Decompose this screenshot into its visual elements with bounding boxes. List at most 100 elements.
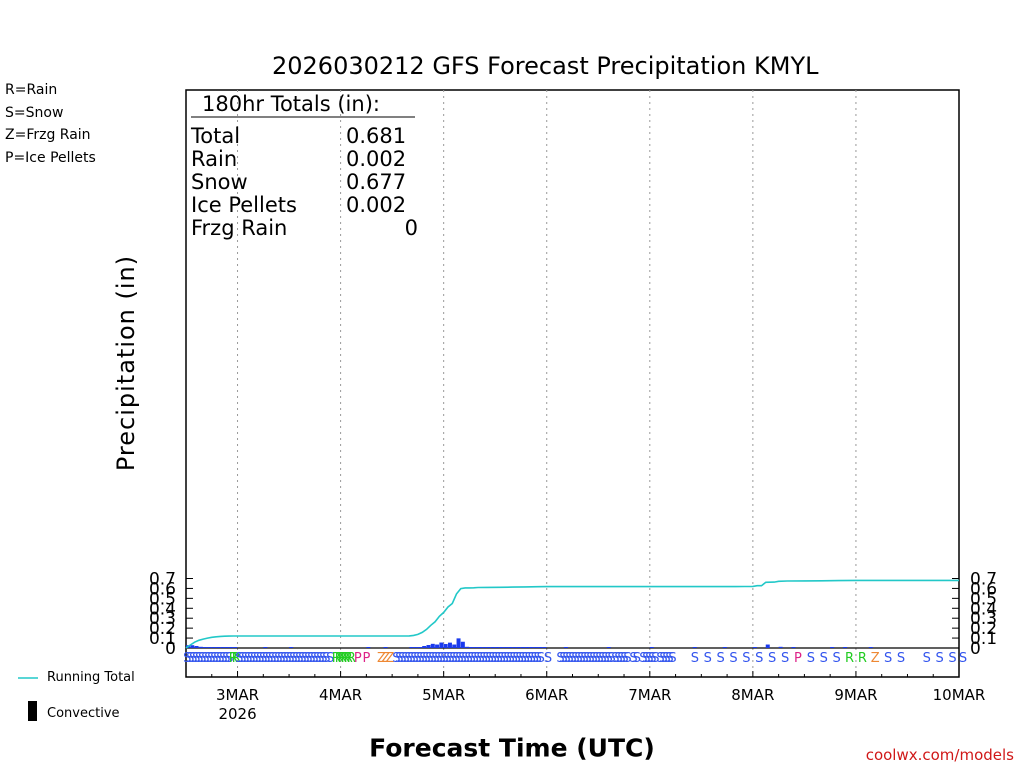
precip-type-s: S [768, 651, 776, 666]
precip-type-s: S [959, 651, 967, 666]
precip-type-s: S [419, 651, 427, 666]
precip-type-s: S [259, 651, 267, 666]
precip-type-s: S [268, 651, 276, 666]
precip-bar-h75 [456, 638, 461, 648]
precip-type-s: S [458, 651, 466, 666]
precip-type-s: S [662, 651, 670, 666]
precip-type-s: S [298, 651, 306, 666]
y-tick-label-right-0.4: 0.4 [970, 599, 997, 619]
precip-type-s: S [455, 651, 463, 666]
precip-type-s: S [617, 651, 625, 666]
precip-type-p: P [354, 651, 362, 666]
precip-type-s: S [717, 651, 725, 666]
precip-bar-h65 [413, 647, 418, 648]
legend-convective-swatch [28, 701, 37, 721]
precip-type-s: S [485, 651, 493, 666]
legend-running-total-label: Running Total [47, 670, 135, 685]
x-tick-sublabel-year: 2026 [218, 705, 256, 723]
precip-type-s: S [401, 651, 409, 666]
precip-type-s: S [292, 651, 300, 666]
precip-type-r: R [347, 651, 356, 666]
credit-text: coolwx.com/models [865, 746, 1014, 764]
precip-type-s: S [247, 651, 255, 666]
precip-type-s: S [513, 651, 521, 666]
precip-bar-h80 [478, 647, 483, 648]
precip-type-s: S [498, 651, 506, 666]
precip-type-s: S [407, 651, 415, 666]
y-tick-label-right-0.5: 0.5 [970, 589, 997, 609]
precip-type-s: S [326, 651, 334, 666]
precip-type-s: S [574, 651, 582, 666]
y-tick-label-right-0.7: 0.7 [970, 569, 997, 589]
precip-type-z: Z [871, 651, 880, 666]
precip-type-s: S [537, 651, 545, 666]
precip-type-s: S [516, 651, 524, 666]
precip-type-s: S [241, 651, 249, 666]
precip-bar-h17 [207, 647, 212, 648]
y-tick-label-right-0.3: 0.3 [970, 609, 997, 629]
precip-bar-h82 [486, 647, 491, 648]
y-tick-label-left-0.3: 0.3 [149, 609, 176, 629]
totals-value-rain: 0.002 [346, 147, 407, 171]
precip-bar-h94 [538, 647, 543, 648]
precip-type-s: S [392, 651, 400, 666]
precip-bar-h18 [211, 647, 216, 648]
precip-type-s: S [565, 651, 573, 666]
precip-type-r: R [344, 651, 353, 666]
precip-bar-h73 [447, 642, 452, 648]
precip-bar-h30 [263, 647, 268, 648]
legend-frzg-rain: Z=Frzg Rain [5, 127, 91, 143]
y-tick-label-right-0.2: 0.2 [970, 619, 997, 639]
running-total-line [185, 579, 959, 649]
precip-type-s: S [807, 651, 815, 666]
precip-bar-h171 [868, 647, 873, 648]
precip-bar-h162 [830, 647, 835, 648]
precip-type-s: S [568, 651, 576, 666]
precip-bar-h91 [525, 647, 530, 648]
precip-type-s: S [395, 651, 403, 666]
precip-bar-h66 [417, 647, 422, 648]
x-tick-label-3mar: 3MAR [216, 686, 259, 704]
precip-type-s: S [310, 651, 318, 666]
precip-type-s: S [210, 651, 218, 666]
precip-type-s: S [289, 651, 297, 666]
precip-type-s: S [473, 651, 481, 666]
precip-bar-h87 [508, 647, 513, 648]
precip-bar-h36 [289, 647, 294, 648]
precip-type-s: S [633, 651, 641, 666]
precip-type-s: S [271, 651, 279, 666]
precip-type-s: S [219, 651, 227, 666]
precip-type-r: R [858, 651, 867, 666]
precip-type-r: R [232, 651, 241, 666]
precip-type-s: S [410, 651, 418, 666]
precip-type-s: S [595, 651, 603, 666]
precip-type-s: S [820, 651, 828, 666]
y-tick-label-right-0: 0 [970, 639, 981, 659]
precip-type-s: S [923, 651, 931, 666]
precip-type-s: S [691, 651, 699, 666]
precip-bar-h153 [791, 647, 796, 648]
precip-type-s: S [601, 651, 609, 666]
precip-type-s: S [316, 651, 324, 666]
y-axis-label: Precipitation (in) [112, 254, 140, 472]
precip-type-s: S [280, 651, 288, 666]
x-tick-label-9mar: 9MAR [834, 686, 877, 704]
precip-bar-h79 [473, 647, 478, 648]
precip-type-s: S [283, 651, 291, 666]
precip-type-s: S [604, 651, 612, 666]
precip-type-s: S [629, 651, 637, 666]
precip-type-s: S [437, 651, 445, 666]
precip-type-s: S [295, 651, 303, 666]
precip-bar-h54 [366, 647, 371, 648]
precip-type-s: S [186, 651, 194, 666]
precip-bar-h19 [216, 647, 221, 648]
precip-type-s: S [470, 651, 478, 666]
x-tick-label-8mar: 8MAR [731, 686, 774, 704]
precip-type-s: S [504, 651, 512, 666]
precip-bar-h150 [778, 646, 783, 648]
precip-type-s: S [607, 651, 615, 666]
legend-ice-pellets: P=Ice Pellets [5, 150, 96, 166]
precip-type-s: S [467, 651, 475, 666]
precip-type-s: S [510, 651, 518, 666]
precip-type-s: S [216, 651, 224, 666]
